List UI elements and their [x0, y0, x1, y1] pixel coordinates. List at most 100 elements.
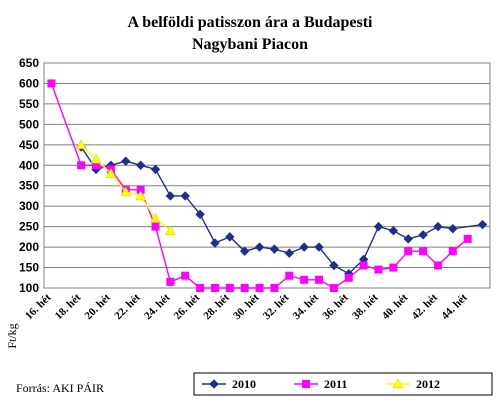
legend-item-2012: 2012 [386, 377, 440, 391]
data-point [419, 247, 428, 256]
data-point [225, 232, 235, 242]
data-point [448, 223, 458, 234]
data-point [135, 190, 147, 201]
data-point [75, 139, 87, 150]
legend-marker [209, 379, 219, 389]
data-point [240, 284, 249, 292]
data-point [389, 263, 398, 272]
data-point [285, 271, 294, 280]
data-point [300, 275, 309, 284]
data-point [254, 242, 265, 252]
source-note: Forrás: AKI PÁIR [16, 381, 104, 395]
data-point [136, 185, 145, 194]
y-tick-label: 500 [19, 117, 39, 131]
y-tick-label: 200 [19, 240, 39, 254]
series-line [50, 83, 469, 289]
data-point [210, 238, 220, 248]
data-point [433, 261, 442, 270]
data-point [315, 275, 324, 284]
data-point [90, 153, 102, 164]
y-tick-label: 450 [19, 138, 39, 152]
series-group [47, 79, 488, 292]
data-point [270, 284, 279, 292]
data-point [418, 230, 428, 240]
x-tick-label: 44. hét [439, 291, 470, 322]
data-point [180, 191, 190, 201]
y-axis-label: Ft/kg [5, 323, 19, 348]
data-point [121, 156, 131, 166]
y-tick-label: 150 [19, 261, 39, 275]
x-tick-label: 16. hét [23, 291, 54, 322]
x-tick-label: 36. hét [320, 291, 351, 322]
x-tick-labels: 16. hét 18. hét 20. hét 22. hét 24. hét 26. h… [23, 291, 470, 322]
y-tick-label: 400 [19, 158, 39, 172]
chart-title-line1: A belföldi patisszon ára a Budapesti [128, 14, 373, 31]
data-point [181, 271, 190, 280]
legend-label: 2011 [324, 377, 347, 391]
x-tick-label: 32. hét [261, 291, 292, 322]
data-point [255, 284, 264, 292]
data-point [359, 261, 368, 270]
legend-marker [392, 378, 404, 389]
data-point [284, 248, 295, 258]
data-point [166, 277, 175, 286]
data-point [329, 284, 338, 292]
chart-title-line2: Nagybani Piacon [192, 36, 308, 53]
data-point [150, 164, 161, 175]
legend-item-2010: 2010 [202, 377, 256, 391]
data-point [135, 160, 146, 170]
y-tick-label: 350 [19, 179, 39, 193]
data-point [373, 221, 384, 232]
x-tick-label: 20. hét [82, 291, 113, 322]
x-tick-label: 30. hét [231, 291, 262, 322]
legend-item-2011: 2011 [294, 377, 347, 391]
data-point [344, 273, 353, 282]
data-point [196, 284, 205, 292]
x-tick-label: 38. hét [350, 291, 381, 322]
data-point [477, 219, 488, 230]
data-point [120, 186, 132, 197]
data-point [463, 234, 472, 243]
data-point [150, 212, 161, 223]
data-point [404, 247, 413, 256]
data-point [105, 167, 117, 178]
data-point [448, 247, 457, 256]
data-point [165, 191, 176, 201]
x-tick-label: 18. hét [53, 291, 84, 322]
series-2012 [75, 139, 176, 235]
legend-label: 2010 [232, 377, 256, 391]
series-2011 [47, 79, 472, 292]
y-tick-label: 550 [19, 97, 39, 111]
x-tick-label: 42. hét [410, 291, 441, 322]
data-point [314, 242, 324, 252]
data-point [77, 161, 86, 170]
data-point [164, 225, 176, 235]
data-point [329, 260, 339, 271]
data-point [403, 234, 413, 244]
x-tick-label: 28. hét [201, 291, 232, 322]
data-point [92, 161, 101, 170]
legend-label: 2012 [416, 377, 440, 391]
legend [193, 372, 493, 396]
legend-items: 2010 2011 2012 [202, 377, 440, 391]
x-tick-label: 34. hét [291, 291, 322, 322]
x-tick-label: 24. hét [142, 291, 173, 322]
y-tick-label: 600 [19, 76, 39, 90]
data-point [269, 244, 280, 254]
data-point [47, 79, 56, 88]
y-tick-label: 650 [19, 56, 39, 70]
x-tick-label: 40. hét [380, 291, 411, 322]
legend-marker [302, 380, 310, 388]
data-point [151, 222, 160, 231]
data-point [388, 226, 399, 236]
data-point [239, 246, 250, 256]
x-tick-label: 22. hét [112, 291, 143, 322]
data-point [195, 209, 205, 220]
x-tick-label: 26. hét [172, 291, 203, 322]
y-tick-label: 250 [19, 220, 39, 234]
data-point [210, 284, 219, 292]
data-point [374, 265, 383, 274]
gridlines [44, 82, 490, 269]
y-tick-labels: 100 150 200 250 300 350 400 450 500 550 600 650 [19, 56, 39, 295]
